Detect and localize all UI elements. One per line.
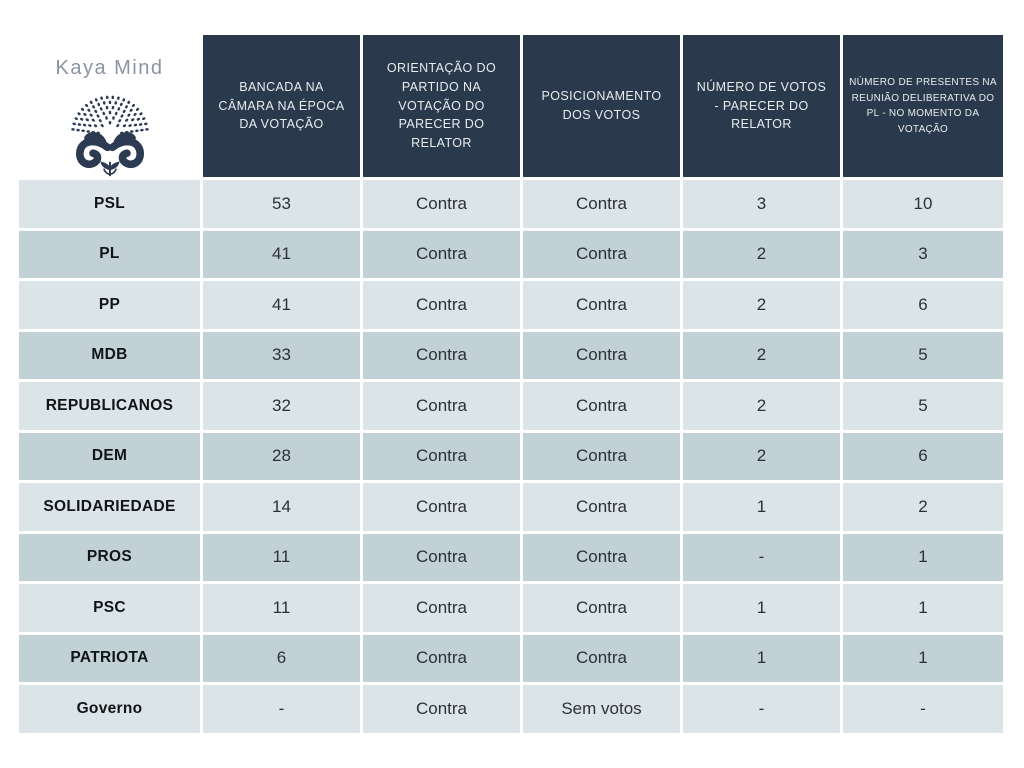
value-cell: 5 — [843, 382, 1003, 430]
value-cell: Contra — [363, 432, 520, 480]
votes-table: Kaya Mind — [19, 35, 1003, 733]
value-cell: 11 — [203, 533, 360, 581]
value-cell: Contra — [523, 483, 680, 531]
value-cell: Contra — [363, 230, 520, 278]
party-cell: PROS — [19, 533, 200, 581]
value-cell: 28 — [203, 432, 360, 480]
value-cell: 1 — [843, 584, 1003, 632]
value-cell: 2 — [683, 331, 840, 379]
party-cell: REPUBLICANOS — [19, 382, 200, 430]
value-cell: Contra — [363, 180, 520, 228]
value-cell: 2 — [683, 432, 840, 480]
party-cell: DEM — [19, 432, 200, 480]
value-cell: Contra — [523, 230, 680, 278]
value-cell: 14 — [203, 483, 360, 531]
value-cell: 6 — [843, 432, 1003, 480]
value-cell: 41 — [203, 230, 360, 278]
value-cell: 3 — [843, 230, 1003, 278]
value-cell: 1 — [683, 634, 840, 682]
value-cell: 1 — [843, 634, 1003, 682]
value-cell: 2 — [683, 230, 840, 278]
value-cell: - — [843, 685, 1003, 733]
party-cell: PSL — [19, 180, 200, 228]
value-cell: Contra — [363, 685, 520, 733]
value-cell: Contra — [523, 584, 680, 632]
party-cell: MDB — [19, 331, 200, 379]
value-cell: Contra — [363, 331, 520, 379]
value-cell: - — [683, 685, 840, 733]
party-cell: PATRIOTA — [19, 634, 200, 682]
value-cell: 2 — [683, 281, 840, 329]
value-cell: Contra — [363, 634, 520, 682]
value-cell: Contra — [363, 483, 520, 531]
column-header-numero-presentes: NÚMERO DE PRESENTES NA REUNIÃO DELIBERAT… — [843, 35, 1003, 177]
value-cell: 41 — [203, 281, 360, 329]
value-cell: 10 — [843, 180, 1003, 228]
sprout-icon — [99, 161, 120, 177]
value-cell: Contra — [363, 382, 520, 430]
value-cell: 1 — [683, 584, 840, 632]
value-cell: Contra — [363, 281, 520, 329]
party-cell: SOLIDARIEDADE — [19, 483, 200, 531]
value-cell: 33 — [203, 331, 360, 379]
value-cell: Contra — [523, 331, 680, 379]
value-cell: Contra — [363, 533, 520, 581]
value-cell: 2 — [683, 382, 840, 430]
value-cell: 11 — [203, 584, 360, 632]
column-header-bancada: BANCADA NA CÂMARA NA ÉPOCA DA VOTAÇÃO — [203, 35, 360, 177]
value-cell: 6 — [843, 281, 1003, 329]
value-cell: 32 — [203, 382, 360, 430]
value-cell: 1 — [683, 483, 840, 531]
value-cell: 2 — [843, 483, 1003, 531]
value-cell: Contra — [523, 382, 680, 430]
value-cell: 5 — [843, 331, 1003, 379]
value-cell: - — [203, 685, 360, 733]
value-cell: 6 — [203, 634, 360, 682]
value-cell: Contra — [523, 634, 680, 682]
value-cell: 3 — [683, 180, 840, 228]
column-header-posicionamento: POSICIONAMENTO DOS VOTOS — [523, 35, 680, 177]
value-cell: 1 — [843, 533, 1003, 581]
value-cell: Sem votos — [523, 685, 680, 733]
value-cell: 53 — [203, 180, 360, 228]
column-header-numero-votos: NÚMERO DE VOTOS - PARECER DO RELATOR — [683, 35, 840, 177]
value-cell: Contra — [523, 533, 680, 581]
kaya-mind-tree-icon — [70, 95, 149, 177]
column-header-orientacao: ORIENTAÇÃO DO PARTIDO NA VOTAÇÃO DO PARE… — [363, 35, 520, 177]
kaya-mind-logo-text: Kaya Mind — [55, 57, 164, 79]
value-cell: - — [683, 533, 840, 581]
party-cell: PSC — [19, 584, 200, 632]
party-cell: PL — [19, 230, 200, 278]
value-cell: Contra — [363, 584, 520, 632]
party-cell: PP — [19, 281, 200, 329]
kaya-mind-logo: Kaya Mind — [19, 35, 200, 177]
value-cell: Contra — [523, 432, 680, 480]
value-cell: Contra — [523, 180, 680, 228]
party-cell: Governo — [19, 685, 200, 733]
value-cell: Contra — [523, 281, 680, 329]
